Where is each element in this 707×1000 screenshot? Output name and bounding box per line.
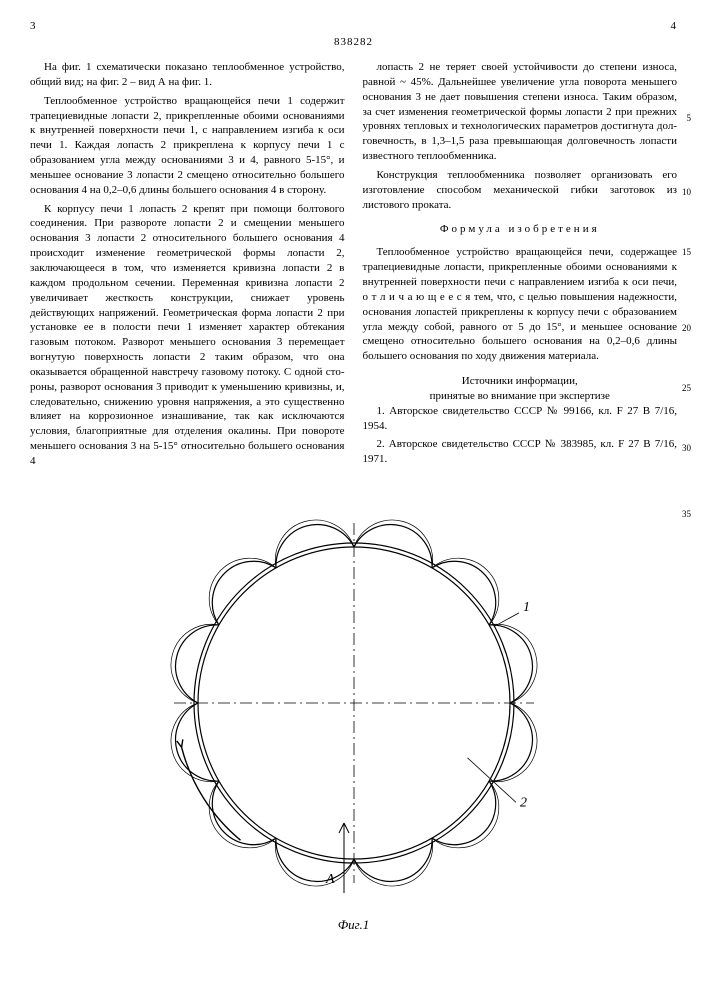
svg-text:1: 1 [522,600,529,615]
patent-number: 838282 [30,36,677,48]
line-marker-20: 20 [682,322,691,334]
figure-label: Фиг.1 [30,917,677,933]
sources-sub: принятые во внимание при экспертизе [363,389,678,404]
left-p1: На фиг. 1 схематически показано теплооб­… [30,60,345,90]
source-1: 1. Авторское свидетельство СССР № 99166,… [363,404,678,434]
header-row: 3 4 [30,20,677,32]
columns: На фиг. 1 схематически показано теплооб­… [30,60,677,473]
page-num-left: 3 [30,20,37,32]
line-marker-25: 25 [682,382,691,394]
line-marker-5: 5 [687,112,692,124]
source-2: 2. Авторское свидетельство СССР № 383985… [363,437,678,467]
left-column: На фиг. 1 схематически показано теплооб­… [30,60,345,473]
page: 3 4 838282 На фиг. 1 схематически показа… [0,0,707,953]
left-p3: К корпусу печи 1 лопасть 2 крепят при по… [30,202,345,469]
figure-svg: 1 2 A [144,493,564,913]
left-p2: Теплообменное устройство вращающейся печ… [30,94,345,198]
sources-title: Источники информации, [363,374,678,389]
svg-text:A: A [325,872,335,887]
line-marker-30: 30 [682,442,691,454]
right-p2: Конструкция теплообменника позволяет орг… [363,168,678,213]
line-marker-15: 15 [682,246,691,258]
line-marker-35: 35 [682,508,691,520]
page-num-right: 4 [671,20,678,32]
claim-text: Теплообменное устройство вращающейся печ… [363,245,678,364]
right-column: 5 10 15 20 25 30 35 лопасть 2 не теряет … [363,60,678,473]
line-marker-10: 10 [682,186,691,198]
right-p1: лопасть 2 не теряет своей устойчивости д… [363,60,678,164]
figure-1: 1 2 A Фиг.1 [30,493,677,933]
svg-text:2: 2 [519,795,526,810]
formula-title: Формула изобретения [363,222,678,237]
